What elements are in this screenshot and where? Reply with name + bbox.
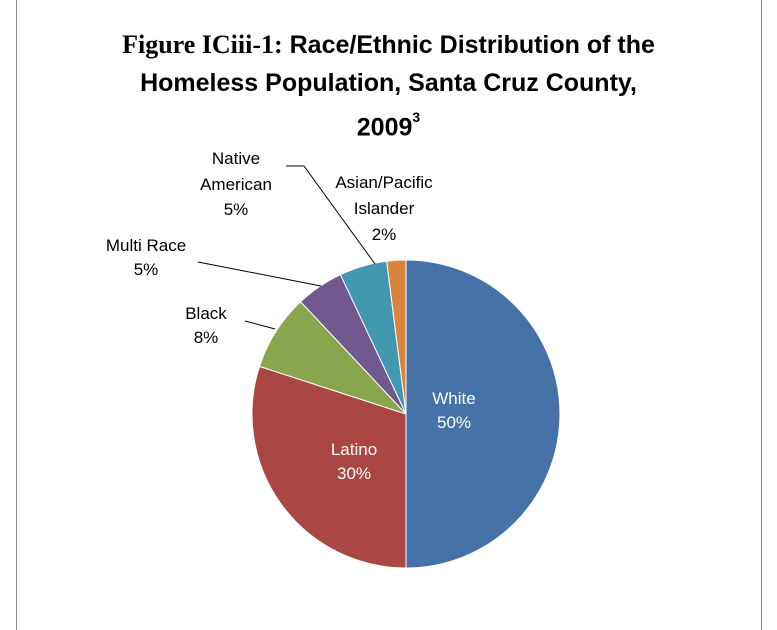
title-line-3: 20093	[0, 102, 777, 146]
title-line-2: Homeless Population, Santa Cruz County,	[140, 69, 637, 97]
category-label-asian-pacific-islander-1: Asian/Pacific	[335, 173, 433, 192]
leader-line-multi-race	[197, 261, 322, 287]
category-label-multi-race: Multi Race	[106, 236, 186, 255]
percent-label-multi-race: 5%	[134, 260, 159, 279]
pie-slice-asian-pacific-islander	[386, 259, 407, 415]
percent-label-latino: 30%	[337, 464, 371, 483]
chart-frame	[16, 0, 762, 630]
category-label-native-american-1: Native	[212, 149, 260, 168]
leader-line-black	[244, 320, 276, 330]
title-year: 2009	[356, 113, 413, 142]
category-label-latino: Latino	[331, 440, 377, 459]
percent-label-black: 8%	[194, 328, 219, 347]
percent-label-asian-pacific-islander: 2%	[372, 225, 397, 244]
pie-slice-latino	[251, 365, 407, 569]
percent-label-native-american: 5%	[224, 200, 249, 219]
leader-line-native-american	[286, 165, 376, 265]
title-prefix: Figure ICiii-1:	[122, 30, 283, 59]
title-footnote-mark: 3	[412, 109, 421, 125]
category-label-black: Black	[185, 304, 227, 323]
pie-slice-white	[405, 259, 561, 569]
chart-title: Figure ICiii-1: Race/Ethnic Distribution…	[0, 26, 777, 146]
category-label-native-american-2: American	[200, 175, 272, 194]
category-label-white: White	[432, 389, 475, 408]
title-line-1: Figure ICiii-1: Race/Ethnic Distribution…	[0, 26, 777, 64]
percent-label-white: 50%	[437, 413, 471, 432]
category-label-asian-pacific-islander-2: Islander	[354, 199, 415, 218]
title-line-1-text: Race/Ethnic Distribution of the	[289, 31, 655, 59]
